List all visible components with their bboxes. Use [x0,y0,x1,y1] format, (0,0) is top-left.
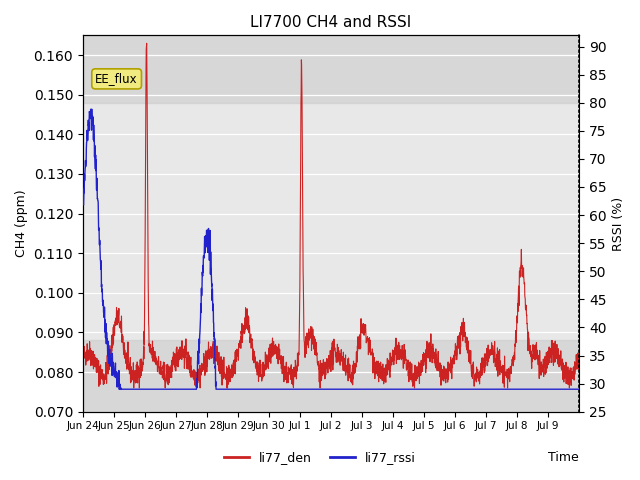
Y-axis label: RSSI (%): RSSI (%) [612,196,625,251]
Bar [83,36,579,103]
Title: LI7700 CH4 and RSSI: LI7700 CH4 and RSSI [250,15,412,30]
Text: Time: Time [548,451,579,464]
Bar [83,340,579,412]
Text: EE_flux: EE_flux [95,72,138,85]
Y-axis label: CH4 (ppm): CH4 (ppm) [15,190,28,257]
Legend: li77_den, li77_rssi: li77_den, li77_rssi [219,446,421,469]
